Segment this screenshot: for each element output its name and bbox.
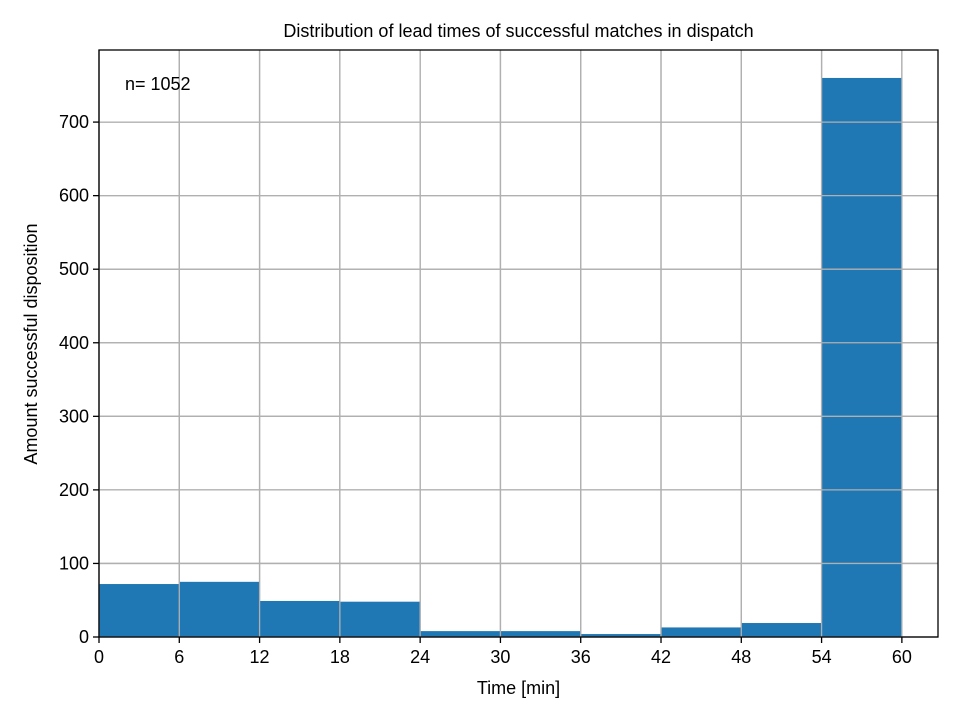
x-tick-label: 6 [174, 647, 184, 667]
plot-frame [98, 49, 939, 638]
histogram-bar [741, 623, 822, 637]
y-tick-label: 500 [59, 259, 89, 279]
histogram-bar [821, 77, 902, 637]
histogram-bar [661, 627, 742, 637]
histogram-bar [259, 600, 340, 637]
y-tick-label: 400 [59, 333, 89, 353]
histogram-bar [99, 584, 180, 637]
y-tick-label: 100 [59, 553, 89, 573]
x-tick-label: 36 [571, 647, 591, 667]
x-tick-label: 12 [250, 647, 270, 667]
x-tick-label: 0 [94, 647, 104, 667]
y-tick-label: 700 [59, 112, 89, 132]
x-tick-label: 60 [892, 647, 912, 667]
histogram-bar [339, 601, 421, 637]
y-tick-label: 600 [59, 186, 89, 206]
histogram-bar [580, 634, 662, 637]
y-axis-label: Amount successful disposition [21, 223, 41, 464]
x-tick-label: 42 [651, 647, 671, 667]
x-tick-label: 18 [330, 647, 350, 667]
x-axis-label: Time [min] [477, 678, 560, 698]
y-tick-label: 0 [79, 627, 89, 647]
y-tick-label: 200 [59, 480, 89, 500]
y-axis-ticks: 0 100 200 300 400 500 600 700 [59, 112, 99, 647]
x-tick-label: 24 [410, 647, 430, 667]
bars [99, 77, 902, 637]
histogram-bar [420, 631, 501, 637]
x-axis-ticks: 0 6 12 18 24 30 36 42 48 54 60 [94, 637, 912, 667]
histogram-bar [500, 631, 581, 637]
histogram-bar [179, 581, 260, 637]
x-tick-label: 48 [731, 647, 751, 667]
chart-title: Distribution of lead times of successful… [283, 21, 753, 41]
x-tick-label: 30 [490, 647, 510, 667]
y-tick-label: 300 [59, 406, 89, 426]
x-tick-label: 54 [812, 647, 832, 667]
sample-size-annotation: n= 1052 [125, 74, 191, 94]
